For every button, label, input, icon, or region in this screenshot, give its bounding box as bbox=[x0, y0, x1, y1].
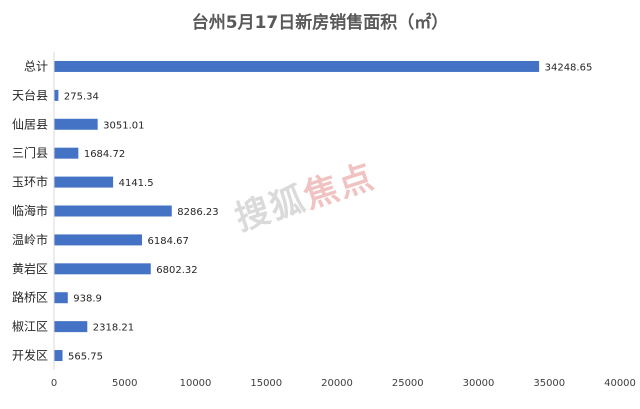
bar-10 bbox=[54, 350, 63, 362]
bar-6 bbox=[54, 234, 143, 246]
x-tick-label-6: 30000 bbox=[463, 378, 495, 389]
category-label-3: 三门县 bbox=[12, 145, 48, 160]
bar-1 bbox=[54, 89, 59, 101]
category-label-7: 黄岩区 bbox=[12, 261, 48, 276]
category-label-5: 临海市 bbox=[12, 203, 48, 218]
x-tick-label-3: 15000 bbox=[250, 378, 282, 389]
value-label-10: 565.75 bbox=[68, 352, 103, 363]
chart-title: 台州5月17日新房销售面积（㎡） bbox=[191, 13, 449, 33]
x-tick-label-2: 10000 bbox=[180, 378, 212, 389]
category-label-1: 天台县 bbox=[12, 87, 48, 102]
category-label-2: 仙居县 bbox=[12, 117, 48, 131]
value-label-0: 34248.65 bbox=[545, 62, 593, 73]
value-label-4: 4141.5 bbox=[119, 178, 154, 189]
bar-9 bbox=[54, 321, 88, 333]
value-label-6: 6184.67 bbox=[148, 236, 189, 247]
bar-0 bbox=[54, 60, 540, 72]
value-label-7: 6802.32 bbox=[156, 265, 197, 276]
category-label-0: 总计 bbox=[24, 59, 48, 73]
bar-5 bbox=[54, 205, 172, 217]
x-tick-label-0: 0 bbox=[51, 378, 57, 389]
bar-8 bbox=[54, 292, 68, 304]
bar-2 bbox=[54, 118, 98, 130]
value-label-1: 275.34 bbox=[64, 91, 99, 102]
bar-4 bbox=[54, 176, 114, 188]
x-tick-label-4: 20000 bbox=[321, 378, 353, 389]
x-tick-label-1: 5000 bbox=[112, 378, 137, 389]
category-label-4: 玉环市 bbox=[12, 174, 48, 189]
x-tick-label-5: 25000 bbox=[392, 378, 424, 389]
category-label-9: 椒江区 bbox=[12, 320, 48, 334]
bar-7 bbox=[54, 263, 151, 275]
value-label-3: 1684.72 bbox=[84, 149, 125, 160]
x-tick-label-8: 40000 bbox=[604, 378, 636, 389]
value-label-8: 938.9 bbox=[73, 294, 102, 305]
category-label-6: 温岭市 bbox=[12, 232, 48, 247]
category-label-8: 路桥区 bbox=[12, 290, 48, 305]
value-label-5: 8286.23 bbox=[177, 207, 218, 218]
category-label-10: 开发区 bbox=[12, 348, 48, 363]
value-label-9: 2318.21 bbox=[93, 323, 134, 334]
bar-3 bbox=[54, 147, 79, 159]
x-tick-label-7: 35000 bbox=[533, 378, 565, 389]
value-label-2: 3051.01 bbox=[103, 120, 144, 131]
